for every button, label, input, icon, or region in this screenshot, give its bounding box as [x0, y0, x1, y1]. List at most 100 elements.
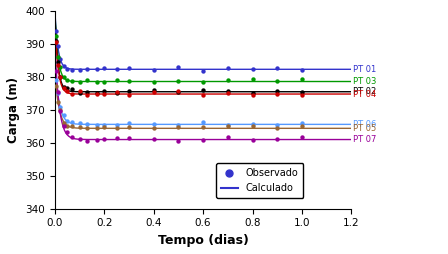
Point: [52, 40, 60, 44]
Point: [56, 57, 64, 61]
Point: [93, 67, 100, 71]
Point: [199, 88, 207, 92]
Point: [249, 124, 256, 129]
Point: [60, 75, 67, 79]
Point: [249, 138, 256, 142]
Point: [274, 92, 281, 96]
Point: [76, 90, 83, 94]
Point: [150, 80, 157, 84]
Point: [60, 124, 67, 129]
Point: [64, 130, 71, 134]
Point: [298, 121, 306, 125]
Point: [76, 120, 83, 124]
Point: [54, 90, 61, 94]
Point: [298, 135, 306, 139]
Point: [93, 92, 100, 96]
Point: [224, 135, 232, 139]
Point: [101, 80, 108, 84]
Text: PT 04: PT 04: [353, 89, 376, 99]
Point: [224, 78, 232, 82]
Point: [249, 91, 256, 95]
Point: [113, 126, 120, 130]
Point: [60, 86, 67, 90]
Point: [69, 92, 76, 96]
Point: [224, 123, 232, 127]
Point: [125, 66, 133, 70]
Point: [224, 66, 232, 70]
Point: [60, 64, 67, 68]
Point: [64, 89, 71, 93]
Point: [93, 126, 100, 130]
Point: [69, 68, 76, 72]
Point: [64, 78, 71, 82]
Point: [93, 80, 100, 84]
Point: [101, 92, 108, 96]
Text: PT 07: PT 07: [353, 135, 376, 144]
Point: [125, 136, 133, 140]
Point: [83, 122, 90, 126]
Point: [249, 77, 256, 82]
Point: [54, 63, 61, 67]
Point: [175, 79, 182, 83]
Point: [150, 122, 157, 126]
Point: [274, 137, 281, 141]
Point: [69, 135, 76, 139]
Point: [175, 125, 182, 129]
Point: [52, 78, 60, 82]
Point: [150, 88, 157, 92]
Point: [83, 67, 90, 71]
Point: [199, 93, 207, 97]
Point: [76, 137, 83, 141]
Point: [83, 90, 90, 94]
Point: [54, 100, 61, 104]
Point: [175, 139, 182, 143]
Point: [298, 77, 306, 82]
Point: [249, 93, 256, 97]
Point: [125, 79, 133, 83]
Point: [101, 123, 108, 127]
Point: [101, 125, 108, 129]
Point: [249, 67, 256, 71]
Point: [56, 109, 64, 113]
Point: [52, 39, 60, 43]
Point: [93, 91, 100, 95]
Point: [52, 34, 60, 38]
Point: [54, 60, 61, 64]
Point: [150, 90, 157, 94]
Point: [83, 138, 90, 142]
Point: [64, 67, 71, 71]
Point: [64, 124, 71, 129]
Point: [274, 126, 281, 130]
Point: [224, 124, 232, 128]
Point: [54, 55, 61, 59]
Text: PT 03: PT 03: [353, 77, 376, 86]
Point: [199, 80, 207, 84]
Point: [54, 44, 61, 48]
Point: [56, 75, 64, 79]
Point: [52, 29, 60, 33]
Point: [93, 122, 100, 126]
Point: [125, 121, 133, 125]
Point: [101, 67, 108, 71]
Point: [113, 91, 120, 95]
Point: [113, 136, 120, 140]
Point: [175, 123, 182, 127]
Point: [54, 91, 61, 95]
Point: [150, 68, 157, 72]
Point: [69, 87, 76, 91]
Point: [101, 89, 108, 93]
Point: [274, 66, 281, 70]
Point: [64, 86, 71, 90]
Point: [274, 89, 281, 93]
Point: [175, 65, 182, 69]
Point: [298, 68, 306, 72]
Point: [76, 68, 83, 72]
Point: [56, 65, 64, 69]
Point: [69, 79, 76, 83]
Point: [69, 120, 76, 124]
Point: [274, 79, 281, 83]
Point: [56, 105, 64, 109]
Point: [298, 90, 306, 94]
Point: [60, 121, 67, 125]
Point: [56, 108, 64, 112]
